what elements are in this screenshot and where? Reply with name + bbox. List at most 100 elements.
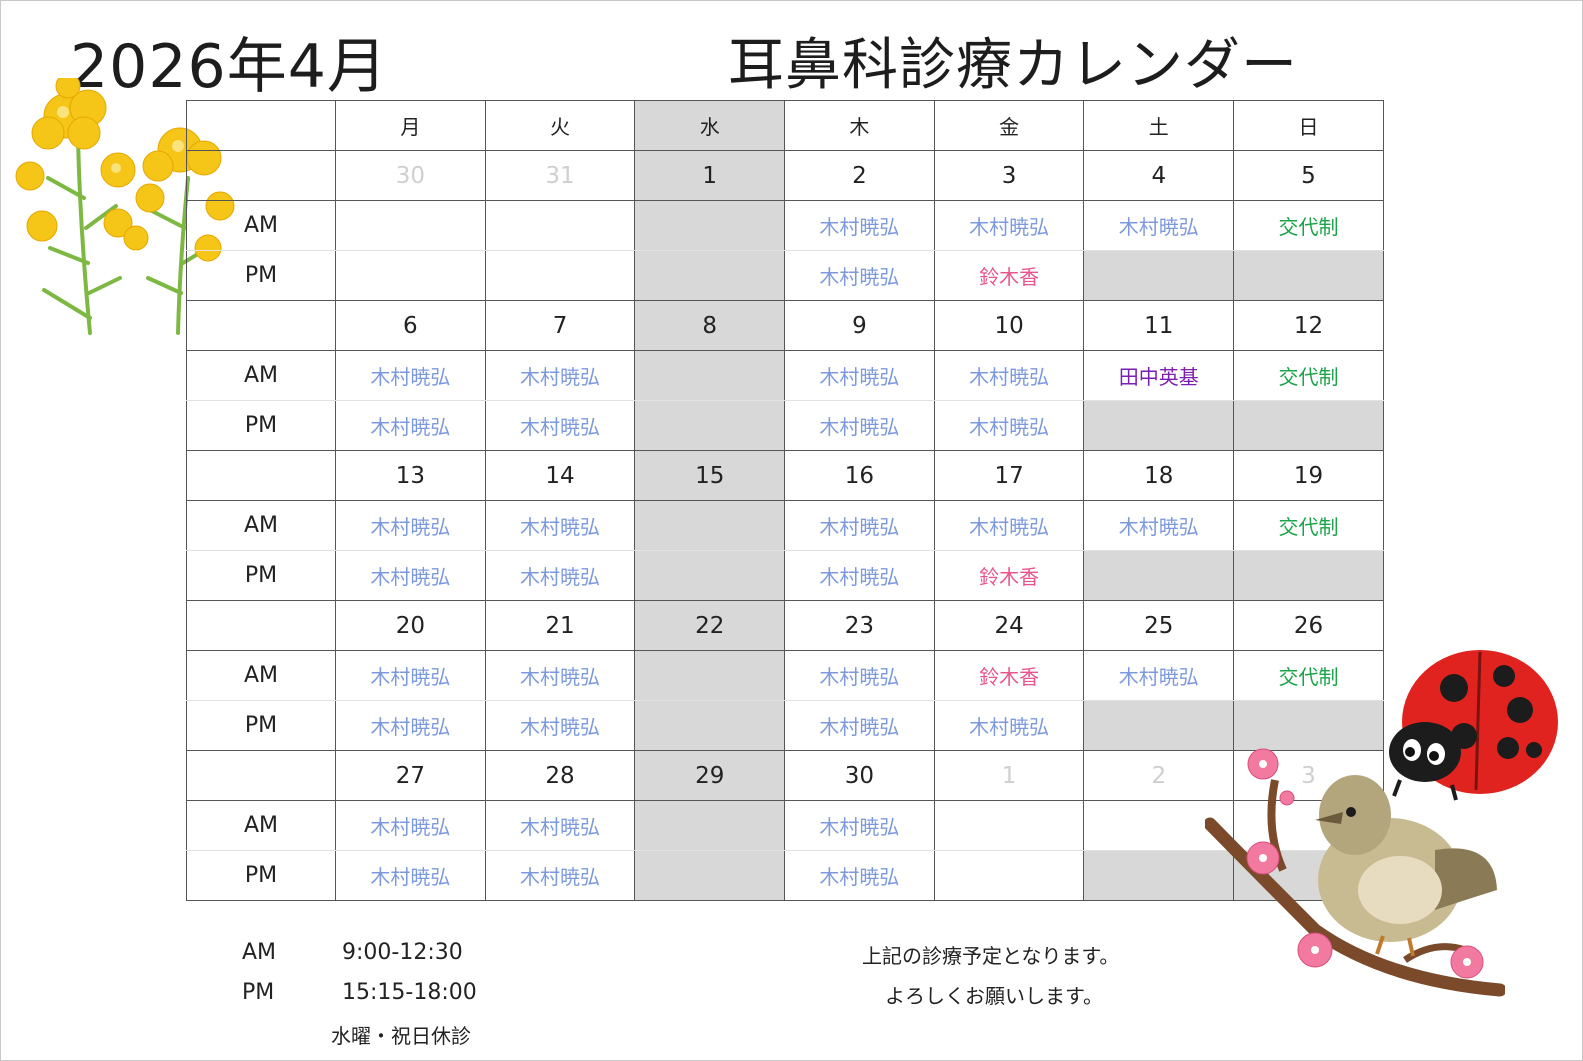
day-number: 27 [335,750,486,801]
week-am-row: AM 木村暁弘 木村暁弘 木村暁弘 木村暁弘 木村暁弘 交代制 [186,500,1384,551]
week-date-row: 20 21 22 23 24 25 26 [186,600,1384,651]
pm-slot-label: PM [186,400,336,451]
ladybug-illustration [1389,650,1558,801]
day-number: 1 [634,150,786,201]
pm-doctor-cell: 木村暁弘 [335,550,486,601]
week-pm-row: PM 木村暁弘 木村暁弘 木村暁弘 木村暁弘 [186,700,1384,751]
am-doctor-cell: 交代制 [1233,350,1384,401]
am-doctor-cell: 交代制 [1233,500,1384,551]
page-title: 耳鼻科診療カレンダー [728,33,1298,98]
day-number: 3 [933,150,1085,201]
am-doctor-cell: 木村暁弘 [335,350,486,401]
date-row-label-cell [186,750,336,801]
pm-doctor-cell: 木村暁弘 [484,400,636,451]
day-number: 20 [335,600,486,651]
pm-doctor-cell [1083,550,1235,601]
pm-doctor-cell: 木村暁弘 [484,550,636,601]
date-row-label-cell [186,600,336,651]
am-hours-value: 9:00-12:30 [342,940,463,965]
week-date-row: 27 28 29 30 1 2 3 [186,750,1384,801]
date-row-label-cell [186,150,336,201]
am-doctor-cell [634,500,786,551]
am-doctor-cell: 木村暁弘 [784,350,935,401]
pm-doctor-cell: 木村暁弘 [335,400,486,451]
am-doctor-cell: 木村暁弘 [484,500,636,551]
weekday-wed: 水 [634,100,786,151]
am-doctor-cell [335,200,486,251]
am-doctor-cell: 交代制 [1233,200,1384,251]
am-doctor-cell [484,200,636,251]
pm-doctor-cell [1233,250,1384,301]
pm-hours-label: PM [242,980,275,1005]
pm-doctor-cell: 木村暁弘 [335,850,486,901]
am-doctor-cell: 木村暁弘 [1083,500,1235,551]
bird-on-plum-branch-illustration [1205,748,1505,997]
am-slot-label: AM [186,200,336,251]
day-number: 14 [484,450,636,501]
am-doctor-cell: 木村暁弘 [784,650,935,701]
pm-doctor-cell [1233,550,1384,601]
schedule-calendar: 月 火 水 木 金 土 日 30 31 1 2 3 4 5 AM 木村暁弘 木村暁弘 木村暁弘 交代制… [186,100,1384,901]
day-number: 23 [784,600,935,651]
am-doctor-cell: 木村暁弘 [1083,200,1235,251]
header-corner [186,100,336,151]
pm-doctor-cell: 木村暁弘 [335,700,486,751]
day-number: 2 [784,150,935,201]
pm-doctor-cell: 木村暁弘 [784,700,935,751]
am-doctor-cell: 木村暁弘 [484,800,636,851]
am-doctor-cell: 木村暁弘 [784,200,935,251]
am-doctor-cell [933,800,1085,851]
am-hours-label: AM [242,940,277,965]
week-am-row: AM 木村暁弘 木村暁弘 木村暁弘 交代制 [186,200,1384,251]
day-number: 18 [1083,450,1235,501]
pm-slot-label: PM [186,700,336,751]
pm-doctor-cell [1233,400,1384,451]
day-number: 12 [1233,300,1384,351]
pm-doctor-cell [634,250,786,301]
week-date-row: 13 14 15 16 17 18 19 [186,450,1384,501]
am-doctor-cell: 木村暁弘 [335,650,486,701]
pm-doctor-cell: 鈴木香 [933,550,1085,601]
pm-doctor-cell [634,550,786,601]
am-slot-label: AM [186,500,336,551]
pm-doctor-cell [933,850,1085,901]
date-row-label-cell [186,300,336,351]
pm-doctor-cell [1083,250,1235,301]
weekday-fri: 金 [933,100,1085,151]
message-line-2: よろしくお願いします。 [885,984,1103,1008]
am-doctor-cell: 木村暁弘 [1083,650,1235,701]
week-pm-row: PM 木村暁弘 木村暁弘 木村暁弘 木村暁弘 [186,400,1384,451]
am-doctor-cell: 木村暁弘 [933,350,1085,401]
day-number: 30 [784,750,935,801]
am-doctor-cell: 木村暁弘 [335,500,486,551]
weekday-thu: 木 [784,100,935,151]
date-row-label-cell [186,450,336,501]
day-number: 29 [634,750,786,801]
pm-doctor-cell: 木村暁弘 [484,850,636,901]
pm-doctor-cell: 木村暁弘 [933,400,1085,451]
day-number: 11 [1083,300,1235,351]
am-doctor-cell: 木村暁弘 [933,500,1085,551]
day-number: 4 [1083,150,1235,201]
pm-doctor-cell [484,250,636,301]
day-number: 31 [484,150,636,201]
pm-slot-label: PM [186,550,336,601]
day-number: 22 [634,600,786,651]
am-doctor-cell: 木村暁弘 [784,500,935,551]
pm-slot-label: PM [186,250,336,301]
day-number: 30 [335,150,486,201]
pm-doctor-cell [634,400,786,451]
am-doctor-cell [1083,800,1235,851]
week-pm-row: PM 木村暁弘 木村暁弘 木村暁弘 鈴木香 [186,550,1384,601]
calendar-body: 30 31 1 2 3 4 5 AM 木村暁弘 木村暁弘 木村暁弘 交代制 PM 木村暁弘 鈴木香 6 7 8 9 1… [186,150,1384,901]
day-number: 1 [933,750,1085,801]
am-slot-label: AM [186,650,336,701]
day-number: 7 [484,300,636,351]
pm-doctor-cell [1083,400,1235,451]
day-number: 13 [335,450,486,501]
pm-hours-value: 15:15-18:00 [342,980,477,1005]
pm-doctor-cell [634,850,786,901]
week-am-row: AM 木村暁弘 木村暁弘 木村暁弘 木村暁弘 田中英基 交代制 [186,350,1384,401]
day-number: 8 [634,300,786,351]
month-title: 2026年4月 [70,32,388,102]
